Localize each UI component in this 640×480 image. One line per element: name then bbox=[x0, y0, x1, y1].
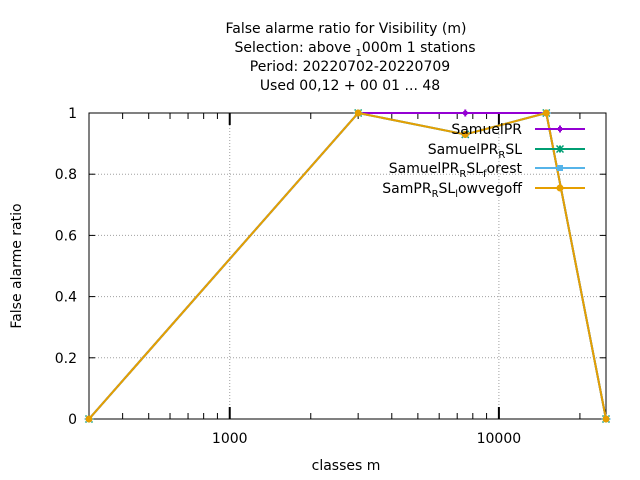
data-point bbox=[542, 109, 550, 117]
legend-label-part: f bbox=[483, 169, 487, 180]
data-point bbox=[354, 109, 362, 117]
series-2 bbox=[84, 108, 611, 424]
x-axis-label: classes m bbox=[312, 458, 381, 474]
legend-swatch-marker bbox=[556, 184, 564, 192]
series-line bbox=[88, 112, 607, 420]
axes: 0 0.2 0.4 0.6 0.8 1 1000 10000 bbox=[55, 106, 607, 447]
marker-d2 bbox=[555, 144, 565, 154]
legend-label-main: SamPR bbox=[382, 181, 432, 197]
series-4 bbox=[85, 109, 610, 423]
legend-label: SamuelPRRSLforest bbox=[389, 161, 523, 180]
data-point bbox=[85, 415, 93, 423]
legend: SamuelPRSamuelPRRSLSamuelPRRSLforestSamP… bbox=[382, 122, 585, 200]
chart-title: False alarme ratio for Visibility (m) Se… bbox=[226, 21, 476, 94]
y-tick-label: 0.4 bbox=[55, 290, 77, 306]
legend-item-3: SamuelPRRSLforest bbox=[389, 161, 585, 180]
marker-circle bbox=[354, 109, 362, 117]
legend-label: SamuelPRRSL bbox=[428, 142, 522, 161]
x-tick-label: 10000 bbox=[477, 431, 522, 447]
series-1 bbox=[85, 109, 610, 423]
marker-core bbox=[558, 127, 562, 131]
marker-circle bbox=[461, 130, 469, 138]
plot-border bbox=[88, 112, 607, 420]
legend-label: SamuelPR bbox=[451, 122, 522, 138]
y-tick-label: 0 bbox=[68, 412, 77, 428]
legend-label-part: R bbox=[459, 169, 466, 180]
marker-circle bbox=[556, 184, 564, 192]
title-selection-rest: 000m 1 stations bbox=[362, 40, 476, 56]
title-line-4: Used 00,12 + 00 01 ... 48 bbox=[260, 78, 440, 94]
title-selection-sub: 1 bbox=[356, 48, 362, 59]
x-tick-label: 1000 bbox=[212, 431, 248, 447]
data-point bbox=[461, 130, 469, 138]
grid bbox=[89, 113, 606, 419]
legend-swatch-marker bbox=[555, 144, 565, 154]
series-3 bbox=[84, 110, 611, 422]
legend-swatch-marker bbox=[555, 165, 565, 171]
series-group bbox=[84, 108, 611, 424]
legend-label-part: SL bbox=[439, 181, 456, 197]
data-point bbox=[461, 109, 469, 117]
data-point bbox=[602, 415, 610, 423]
legend-item-2: SamuelPRRSL bbox=[428, 142, 585, 161]
legend-label-part: SL bbox=[505, 142, 522, 158]
legend-label-main: SamuelPR bbox=[451, 122, 522, 138]
legend-label-part: owvegoff bbox=[458, 181, 522, 197]
legend-label: SamPRRSLlowvegoff bbox=[382, 181, 522, 200]
marker-circle bbox=[542, 109, 550, 117]
marker-core bbox=[463, 111, 468, 115]
y-tick-label: 0.6 bbox=[55, 228, 77, 244]
title-line-3: Period: 20220702-20220709 bbox=[250, 59, 450, 75]
title-selection-prefix: Selection: above bbox=[234, 40, 355, 56]
series-line bbox=[88, 112, 607, 420]
legend-label-part: l bbox=[455, 189, 458, 200]
series-line bbox=[88, 112, 607, 420]
legend-label-main: SamuelPR bbox=[389, 161, 460, 177]
legend-label-part: SL bbox=[466, 161, 483, 177]
legend-label-part: orest bbox=[487, 161, 523, 177]
legend-label-part: R bbox=[432, 189, 439, 200]
legend-label-main: SamuelPR bbox=[428, 142, 499, 158]
legend-item-4: SamPRRSLlowvegoff bbox=[382, 181, 585, 200]
y-tick-label: 0.2 bbox=[55, 351, 77, 367]
y-tick-label: 1 bbox=[68, 106, 77, 122]
title-line-2: Selection: above 1000m 1 stations bbox=[234, 40, 475, 59]
y-tick-label: 0.8 bbox=[55, 167, 77, 183]
marker-circle bbox=[85, 415, 93, 423]
series-line bbox=[88, 112, 607, 420]
legend-label-part: R bbox=[498, 150, 505, 161]
y-axis-label: False alarme ratio bbox=[9, 203, 25, 328]
title-line-1: False alarme ratio for Visibility (m) bbox=[226, 21, 467, 37]
legend-swatch-marker bbox=[556, 125, 564, 133]
marker-circle bbox=[602, 415, 610, 423]
legend-item-1: SamuelPR bbox=[451, 122, 585, 138]
